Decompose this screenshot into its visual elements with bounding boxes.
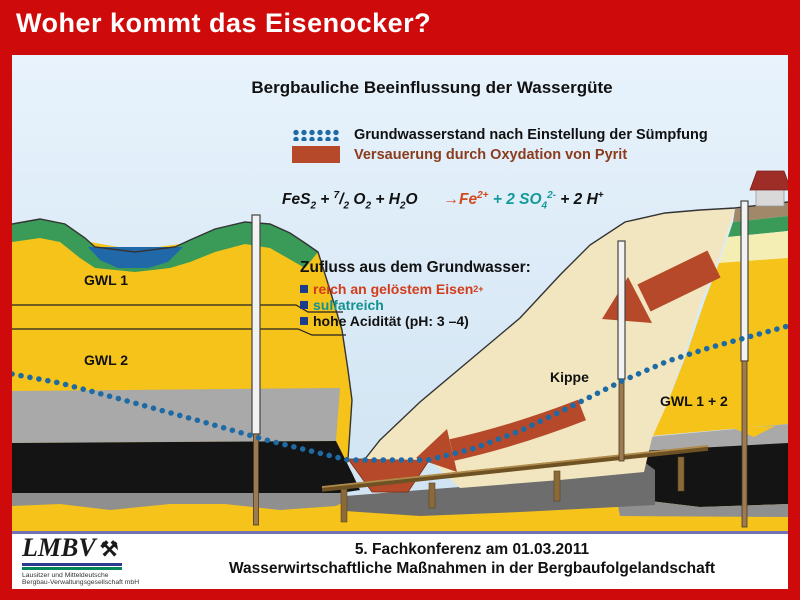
zufluss-item-acidity: hohe Acidität (pH: 3 –4): [300, 313, 469, 329]
left-layer-line-2: [12, 328, 346, 336]
eq-h2o-sub: 2: [399, 200, 406, 212]
upper-flow-arrow-head: [602, 277, 652, 323]
legend-label-acidification: Versauerung durch Oxydation von Pyrit: [354, 146, 628, 163]
eq-fes-sub: 2: [310, 200, 316, 212]
eq-arrow: →: [443, 191, 460, 209]
pipeline-beam: [321, 445, 709, 492]
kippe-slope-outline: [364, 201, 788, 460]
eq-so4-sup: 2-: [547, 190, 556, 201]
zufluss-item-acidity-label: hohe Acidität (pH: 3 –4): [313, 313, 469, 329]
logo-green-line: [22, 567, 122, 570]
zufluss-heading: Zufluss aus dem Grundwasser:: [300, 259, 531, 276]
left-thin-gray-layer: [12, 493, 348, 510]
diagram-title: Bergbauliche Beeinflussung der Wassergüt…: [251, 78, 613, 97]
footer-divider-line: [12, 531, 788, 534]
right-pale-sand-layer: [719, 231, 788, 263]
eq-h-sup: +: [597, 190, 604, 201]
left-gray-layer: [12, 388, 340, 443]
legend-row-acidification: Versauerung durch Oxydation von Pyrit: [292, 146, 627, 163]
conference-caption-line2: Wasserwirtschaftliche Maßnahmen in der B…: [228, 560, 716, 577]
eq-fe-sup: 2+: [477, 190, 489, 201]
crossed-hammers-icon: ⚒: [99, 537, 119, 561]
eq-plus1: +: [316, 191, 334, 209]
eq-frac-num: 7: [333, 190, 340, 201]
logo-blue-line: [22, 563, 122, 566]
surface-pond: [88, 247, 183, 268]
pipeline-beam-highlight: [321, 445, 709, 488]
eq-o2: O: [349, 191, 366, 209]
left-green-topsoil: [12, 219, 318, 272]
label-gwl12: GWL 1 + 2: [660, 393, 728, 409]
kippe-dump-body: [365, 208, 735, 488]
eq-so4: + 2 SO: [488, 191, 542, 209]
eq-fe: Fe: [459, 191, 478, 209]
zufluss-item-sulfate: sulfatreich: [300, 297, 384, 313]
lmbv-logo-text: LMBV ⚒: [22, 535, 172, 562]
square-bullet-icon: [300, 301, 308, 309]
upper-flow-arrow-body: [637, 250, 721, 312]
conference-caption: 5. Fachkonferenz am 01.03.2011 Wasserwir…: [162, 540, 782, 578]
zufluss-item-iron-label: reich an gelöstem Eisen: [313, 281, 474, 297]
label-kippe: Kippe: [550, 369, 589, 385]
dotted-line-legend-icon: [292, 129, 340, 141]
eq-h2o-o: O: [405, 191, 418, 209]
slide-title: Woher kommt das Eisenocker?: [16, 8, 432, 38]
eq-fes: FeS: [282, 191, 311, 209]
well-right: [740, 200, 749, 528]
label-gwl1: GWL 1: [84, 272, 129, 288]
label-gwl2: GWL 2: [84, 352, 129, 368]
zufluss-item-sulfate-label: sulfatreich: [313, 297, 384, 313]
lower-flow-arrow-head: [416, 429, 457, 472]
zufluss-item-iron: reich an gelöstem Eisen 2+: [300, 281, 484, 297]
well-kippe: [617, 240, 626, 462]
house-icon: [749, 170, 788, 207]
right-aquifer-sand: [650, 258, 788, 436]
logo-subtitle-line1: Lausitzer und Mitteldeutsche: [22, 571, 109, 579]
acidification-legend-icon: [292, 146, 340, 163]
legend-row-groundwater: Grundwasserstand nach Einstellung der Sü…: [292, 127, 708, 143]
footer: LMBV ⚒ Lausitzer und Mitteldeutsche Bergb…: [12, 534, 788, 589]
eq-so4-sub: 4: [541, 200, 548, 212]
eq-frac-slash: /: [339, 191, 344, 209]
logo-subtitle: Lausitzer und Mitteldeutsche Bergbau-Ver…: [22, 572, 172, 587]
lmbv-logo: LMBV ⚒ Lausitzer und Mitteldeutsche Bergb…: [22, 535, 172, 587]
eq-frac-den: 2: [343, 200, 350, 212]
eq-o2-sub: 2: [365, 200, 372, 212]
well-left: [251, 214, 261, 526]
zufluss-item-iron-sup: 2+: [473, 284, 484, 294]
cross-section-diagram: Bergbauliche Beeinflussung der Wassergüt…: [12, 55, 788, 531]
left-coal-seam: [12, 441, 360, 493]
conference-caption-line1: 5. Fachkonferenz am 01.03.2011: [354, 541, 590, 558]
logo-subtitle-line2: Bergbau-Verwaltungsgesellschaft mbH: [22, 579, 140, 586]
cross-section-drawing: [12, 170, 788, 531]
dump-base-gray: [345, 455, 655, 516]
eq-h2o: + H: [371, 191, 400, 209]
pyrite-oxidation-equation: FeS2 + 7/2 O2 + H2O →Fe2+ + 2 SO42- + 2 H…: [282, 190, 604, 211]
groundwater-level-dotted-line: [12, 323, 788, 463]
legend-label-groundwater: Grundwasserstand nach Einstellung der Sü…: [354, 127, 708, 143]
eq-h: + 2 H: [556, 191, 598, 209]
square-bullet-icon: [300, 317, 308, 325]
lmbv-wordmark: LMBV: [22, 533, 96, 562]
square-bullet-icon: [300, 285, 308, 293]
